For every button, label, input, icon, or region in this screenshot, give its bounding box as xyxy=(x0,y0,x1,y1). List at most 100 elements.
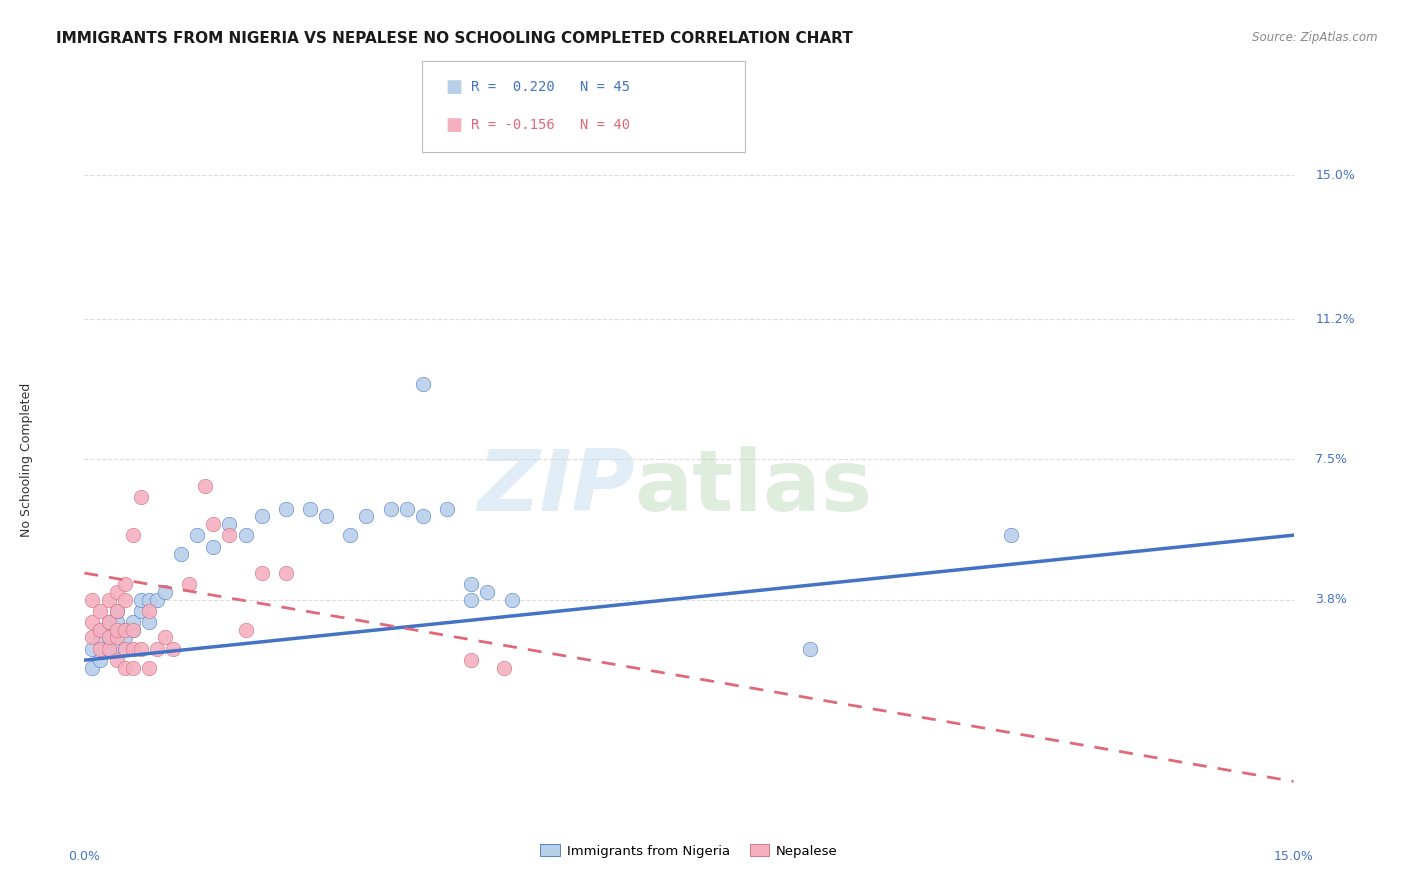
Point xyxy=(129,592,152,607)
Point xyxy=(299,501,322,516)
Point xyxy=(121,528,143,542)
Text: 0.0%: 0.0% xyxy=(69,850,100,863)
Point xyxy=(235,623,257,637)
Point xyxy=(250,509,273,524)
Point xyxy=(82,592,104,607)
Point xyxy=(218,528,240,542)
Point xyxy=(202,540,225,554)
Point xyxy=(501,592,523,607)
Point xyxy=(105,615,128,630)
Point xyxy=(129,490,152,504)
Point xyxy=(186,528,208,542)
Point xyxy=(105,631,128,645)
Text: atlas: atlas xyxy=(634,446,873,529)
Point xyxy=(121,623,143,637)
Legend: Immigrants from Nigeria, Nepalese: Immigrants from Nigeria, Nepalese xyxy=(534,839,844,863)
Point xyxy=(121,623,143,637)
Point xyxy=(356,509,378,524)
Point xyxy=(97,631,120,645)
Point xyxy=(121,615,143,630)
Text: ■: ■ xyxy=(446,116,463,134)
Point xyxy=(202,516,225,531)
Point xyxy=(138,604,160,618)
Point xyxy=(250,566,273,580)
Point xyxy=(89,604,111,618)
Point xyxy=(114,592,136,607)
Point xyxy=(97,641,120,656)
Point xyxy=(129,604,152,618)
Point xyxy=(82,631,104,645)
Point xyxy=(138,592,160,607)
Point xyxy=(121,641,143,656)
Text: Source: ZipAtlas.com: Source: ZipAtlas.com xyxy=(1253,31,1378,45)
Text: 7.5%: 7.5% xyxy=(1315,453,1347,466)
Text: 3.8%: 3.8% xyxy=(1315,593,1347,606)
Point xyxy=(114,661,136,675)
Text: ZIP: ZIP xyxy=(477,446,634,529)
Point xyxy=(1000,528,1022,542)
Point xyxy=(114,631,136,645)
Point xyxy=(170,547,193,561)
Point xyxy=(89,653,111,667)
Point xyxy=(218,516,240,531)
Point xyxy=(235,528,257,542)
Point xyxy=(460,577,482,591)
Point xyxy=(105,604,128,618)
Point xyxy=(114,641,136,656)
Point xyxy=(274,566,297,580)
Point xyxy=(97,615,120,630)
Point xyxy=(492,661,515,675)
Point xyxy=(380,501,402,516)
Point xyxy=(146,641,169,656)
Point xyxy=(146,592,169,607)
Point xyxy=(114,623,136,637)
Point xyxy=(179,577,201,591)
Point xyxy=(114,641,136,656)
Text: R = -0.156   N = 40: R = -0.156 N = 40 xyxy=(471,118,630,132)
Point xyxy=(153,585,176,599)
Point xyxy=(436,501,458,516)
Text: 15.0%: 15.0% xyxy=(1274,850,1313,863)
Text: IMMIGRANTS FROM NIGERIA VS NEPALESE NO SCHOOLING COMPLETED CORRELATION CHART: IMMIGRANTS FROM NIGERIA VS NEPALESE NO S… xyxy=(56,31,853,46)
Point xyxy=(105,623,128,637)
Point xyxy=(153,631,176,645)
Text: No Schooling Completed: No Schooling Completed xyxy=(20,383,32,536)
Point xyxy=(412,509,434,524)
Point xyxy=(89,641,111,656)
Point xyxy=(412,376,434,391)
Point xyxy=(105,653,128,667)
Point xyxy=(105,641,128,656)
Point xyxy=(82,615,104,630)
Text: R =  0.220   N = 45: R = 0.220 N = 45 xyxy=(471,80,630,95)
Point xyxy=(138,661,160,675)
Point xyxy=(460,592,482,607)
Point xyxy=(339,528,361,542)
Point xyxy=(395,501,418,516)
Point xyxy=(194,479,217,493)
Point xyxy=(129,641,152,656)
Point xyxy=(315,509,337,524)
Point xyxy=(105,585,128,599)
Point xyxy=(105,604,128,618)
Point xyxy=(97,641,120,656)
Text: 11.2%: 11.2% xyxy=(1315,313,1355,326)
Point xyxy=(114,577,136,591)
Point xyxy=(89,623,111,637)
Text: 15.0%: 15.0% xyxy=(1315,169,1355,182)
Point xyxy=(97,592,120,607)
Point xyxy=(89,623,111,637)
Point xyxy=(477,585,499,599)
Point xyxy=(105,623,128,637)
Point xyxy=(138,615,160,630)
Point xyxy=(97,615,120,630)
Point xyxy=(162,641,184,656)
Point xyxy=(274,501,297,516)
Point xyxy=(460,653,482,667)
Point xyxy=(114,623,136,637)
Point xyxy=(82,641,104,656)
Point xyxy=(82,661,104,675)
Text: ■: ■ xyxy=(446,78,463,96)
Point xyxy=(799,641,821,656)
Point xyxy=(121,661,143,675)
Point xyxy=(97,631,120,645)
